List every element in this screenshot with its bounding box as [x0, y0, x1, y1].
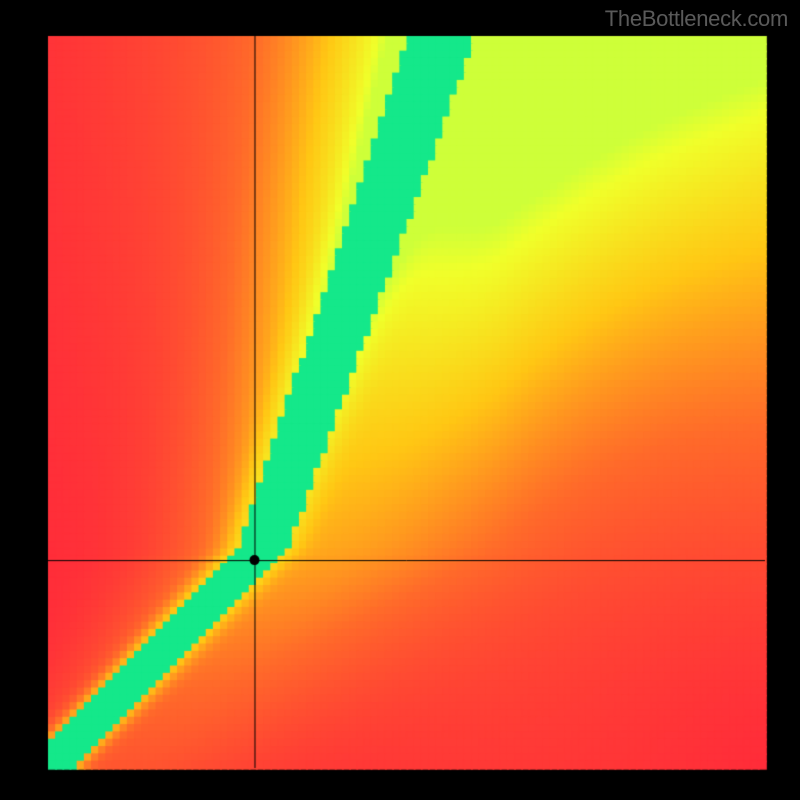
watermark-text: TheBottleneck.com: [605, 6, 788, 32]
heatmap-canvas: [0, 0, 800, 800]
chart-container: TheBottleneck.com: [0, 0, 800, 800]
